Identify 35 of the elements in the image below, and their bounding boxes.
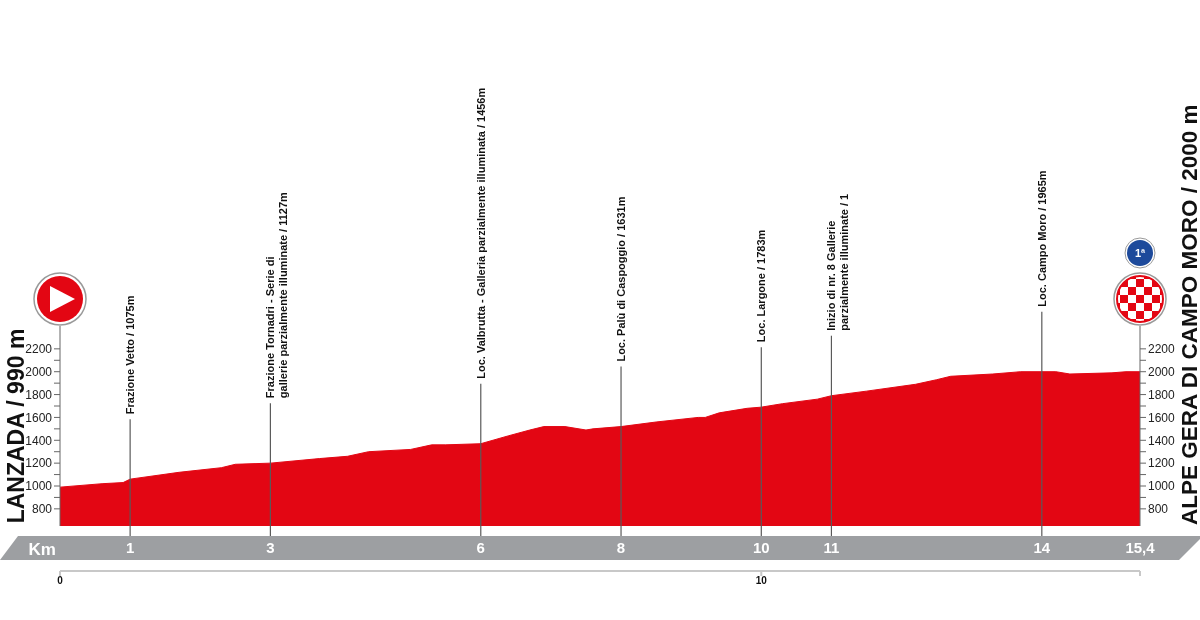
y2-tick-label: 2000 [1148, 364, 1176, 379]
x-tick-label: 10 [752, 538, 770, 556]
y-tick-label: 1400 [25, 433, 53, 448]
ref-line-label: Loc. Palù di Caspoggio / 1631m [614, 196, 627, 362]
x-tick-label: 11 [823, 538, 840, 556]
y-tick-label: 2200 [25, 342, 53, 357]
ref-line-label: Loc. Valbrutta - Galleria parzialmente illuminata / 1456m [474, 87, 487, 379]
y2-tick-label: 2200 [1148, 342, 1176, 357]
y2-tick-label: 1600 [1148, 410, 1176, 425]
x-tick-label: 14 [1033, 538, 1051, 556]
ref-line-label: Loc. Largone / 1783m [755, 229, 768, 343]
y2-tick-label: 1800 [1148, 387, 1176, 402]
y2-tick-label: 1400 [1148, 433, 1176, 448]
ref-line-label: Frazione Vetto / 1075m [123, 295, 136, 415]
x-tick-label: 15,4 [1125, 538, 1156, 556]
y2-tick-label: 1200 [1148, 456, 1176, 471]
y-tick-label: 1200 [25, 456, 53, 471]
y2-axis-title: ALPE GERA DI CAMPO MORO / 2000 m [1177, 104, 1200, 525]
ref-line-label: Inizio di nr. 8 Gallerie parzialmente illuminate / 1 [825, 193, 851, 331]
x-tick-label: 3 [266, 538, 275, 556]
y2-tick-label: 1000 [1148, 479, 1176, 494]
y-tick-label: 1600 [25, 410, 53, 425]
y-tick-label: 1800 [25, 387, 53, 402]
ref-line-label: Loc. Campo Moro / 1965m [1035, 170, 1048, 307]
x2-tick-label: 10 [755, 575, 768, 587]
y-tick-label: 2000 [25, 364, 53, 379]
badge-icon: 1ª [1124, 237, 1156, 269]
x-tick-label: 1 [125, 538, 135, 556]
x-tick-label: 6 [476, 538, 485, 556]
y-tick-label: 800 [31, 502, 53, 517]
x-axis-title: Km [28, 539, 56, 559]
x-tick-label: 8 [616, 538, 626, 556]
ref-line-label: Frazione Tornadri - Serie di gallerie parzialmente illuminate / 1127m [264, 191, 290, 399]
x2-tick-label: 0 [57, 575, 64, 587]
y2-tick-label: 800 [1148, 502, 1169, 517]
